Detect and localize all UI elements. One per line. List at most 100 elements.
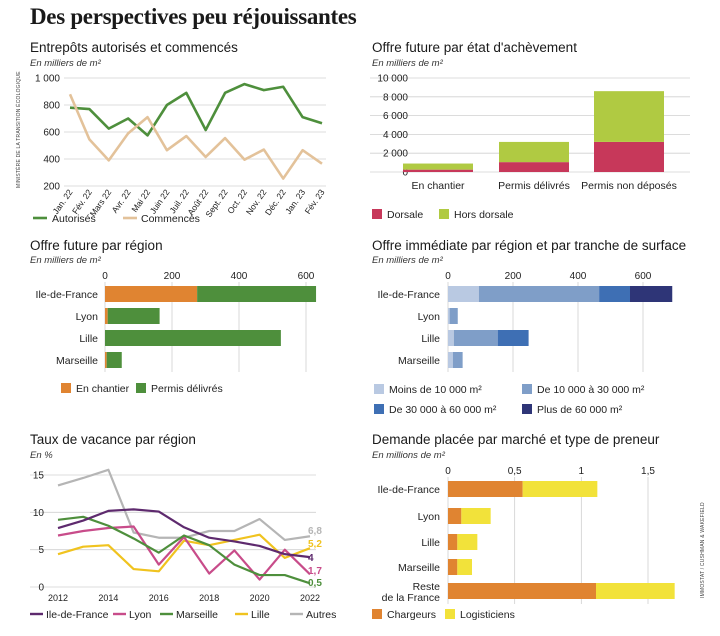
y-tick-label: 0 <box>402 168 408 179</box>
y-category-label: Ile-de-France <box>378 289 441 301</box>
bar-logisticiens <box>461 508 491 524</box>
y-tick-label: 5 <box>38 545 44 556</box>
page-title: Des perspectives peu réjouissantes <box>30 4 357 29</box>
chart-unit-entrepots: En milliers de m² <box>30 58 101 69</box>
y-category-label: Ile-de-France <box>36 289 99 301</box>
legend-label-marseille: Marseille <box>176 609 218 621</box>
x-tick-label: 0 <box>445 466 451 477</box>
legend-label-lille: Lille <box>251 609 270 621</box>
bar-en-chantier <box>105 286 198 302</box>
legend-swatch-tranche-1 <box>374 384 384 394</box>
chart-unit-vacance: En % <box>30 450 53 461</box>
legend-swatch-chargeurs <box>372 609 382 619</box>
bar-tranche-1 <box>448 286 479 302</box>
legend-label-en-chantier: En chantier <box>76 383 130 395</box>
y-category-label: Lille <box>79 333 98 345</box>
legend-label-autres: Autres <box>306 609 336 621</box>
end-value-label-lyon: 1,7 <box>308 566 322 577</box>
bar-chargeurs <box>448 534 458 550</box>
x-tick-label: 1,5 <box>641 466 655 477</box>
x-tick-label: 0 <box>445 271 451 282</box>
bar-chargeurs <box>448 508 462 524</box>
x-tick-label: 600 <box>635 271 652 282</box>
legend-label-lyon: Lyon <box>129 609 152 621</box>
bar-tranche-3 <box>599 286 630 302</box>
chart-title-demande: Demande placée par marché et type de pre… <box>372 432 660 447</box>
legend-label-autorises: Autorisés <box>52 213 96 225</box>
bar-tranche-2 <box>449 308 458 324</box>
x-category-label: Permis délivrés <box>498 180 570 192</box>
y-tick-label: 800 <box>43 101 60 112</box>
y-category-label: Marseille <box>56 355 98 367</box>
legend-label-dorsale: Dorsale <box>387 209 423 221</box>
bar-tranche-2 <box>453 330 498 346</box>
y-category-label: Lille <box>421 537 440 549</box>
x-category-label: En chantier <box>411 180 465 192</box>
bar-en-chantier <box>105 308 108 324</box>
x-tick-label: Déc. 22 <box>263 187 288 217</box>
x-tick-label: 0,5 <box>508 466 522 477</box>
y-tick-label: 1 000 <box>35 74 60 85</box>
bar-tranche-1 <box>448 352 453 368</box>
bar-en-chantier <box>105 352 107 368</box>
x-tick-label: 2012 <box>48 593 68 603</box>
y-category-label: Marseille <box>398 562 440 574</box>
end-value-label-ile-de-france: 4 <box>308 553 314 564</box>
y-tick-label: 10 <box>33 508 45 519</box>
y-tick-label: 10 000 <box>377 74 408 85</box>
y-tick-label: 0 <box>38 583 44 594</box>
y-category-label: Marseille <box>398 355 440 367</box>
bar-dorsale <box>403 169 473 172</box>
bar-permis-delivres <box>197 286 317 302</box>
y-category-label: Lille <box>421 333 440 345</box>
y-tick-label: 2 000 <box>383 149 408 160</box>
x-category-label: Permis non déposés <box>581 180 677 192</box>
series-line-ile-de-france <box>57 508 311 559</box>
x-tick-label: 2018 <box>199 593 219 603</box>
bar-chargeurs <box>448 583 596 599</box>
series-line-marseille <box>57 515 311 585</box>
series-line-lyon <box>57 525 311 581</box>
x-tick-label: Fév. 23 <box>303 187 327 216</box>
legend-label-hors-dorsale: Hors dorsale <box>454 209 514 221</box>
y-tick-label: 200 <box>43 182 60 193</box>
x-tick-label: 400 <box>231 271 248 282</box>
legend-swatch-permis-delivres <box>136 383 146 393</box>
legend-label-tranche-3: De 30 000 à 60 000 m² <box>389 404 497 416</box>
legend-label-chargeurs: Chargeurs <box>387 609 436 621</box>
bar-chargeurs <box>448 559 458 575</box>
bar-tranche-4 <box>630 286 673 302</box>
source-right: IMMOSTAT / CUSHMAN & WAKEFIELD <box>700 502 706 598</box>
series-line-commences <box>68 93 323 180</box>
x-tick-label: 200 <box>164 271 181 282</box>
bar-dorsale <box>499 162 569 172</box>
bar-chargeurs <box>448 481 523 497</box>
bar-permis-delivres <box>106 352 122 368</box>
legend-label-tranche-1: Moins de 10 000 m² <box>389 384 482 396</box>
bar-tranche-1 <box>448 308 450 324</box>
legend-swatch-hors-dorsale <box>439 209 449 219</box>
chart-unit-achevement: En milliers de m² <box>372 58 443 69</box>
chart-unit-demande: En millions de m² <box>372 450 445 461</box>
bar-hors-dorsale <box>499 141 569 163</box>
y-tick-label: 15 <box>33 471 45 482</box>
y-category-label: Lyon <box>418 311 441 323</box>
chart-unit-region: En milliers de m² <box>30 255 101 266</box>
bar-tranche-3 <box>497 330 529 346</box>
x-tick-label: 2020 <box>250 593 270 603</box>
x-tick-label: 2022 <box>300 593 320 603</box>
x-tick-label: 600 <box>298 271 315 282</box>
y-category-label: Ile-de-France <box>378 484 441 496</box>
legend-swatch-tranche-3 <box>374 404 384 414</box>
bar-tranche-2 <box>478 286 600 302</box>
chart-title-entrepots: Entrepôts autorisés et commencés <box>30 40 238 55</box>
legend-swatch-dorsale <box>372 209 382 219</box>
y-category-label: Lyon <box>76 311 99 323</box>
y-tick-label: 8 000 <box>383 92 408 103</box>
x-tick-label: 200 <box>505 271 522 282</box>
x-tick-label: Juin 22 <box>148 187 172 215</box>
bar-logisticiens <box>596 583 675 599</box>
x-tick-label: 0 <box>102 271 108 282</box>
legend-swatch-en-chantier <box>61 383 71 393</box>
